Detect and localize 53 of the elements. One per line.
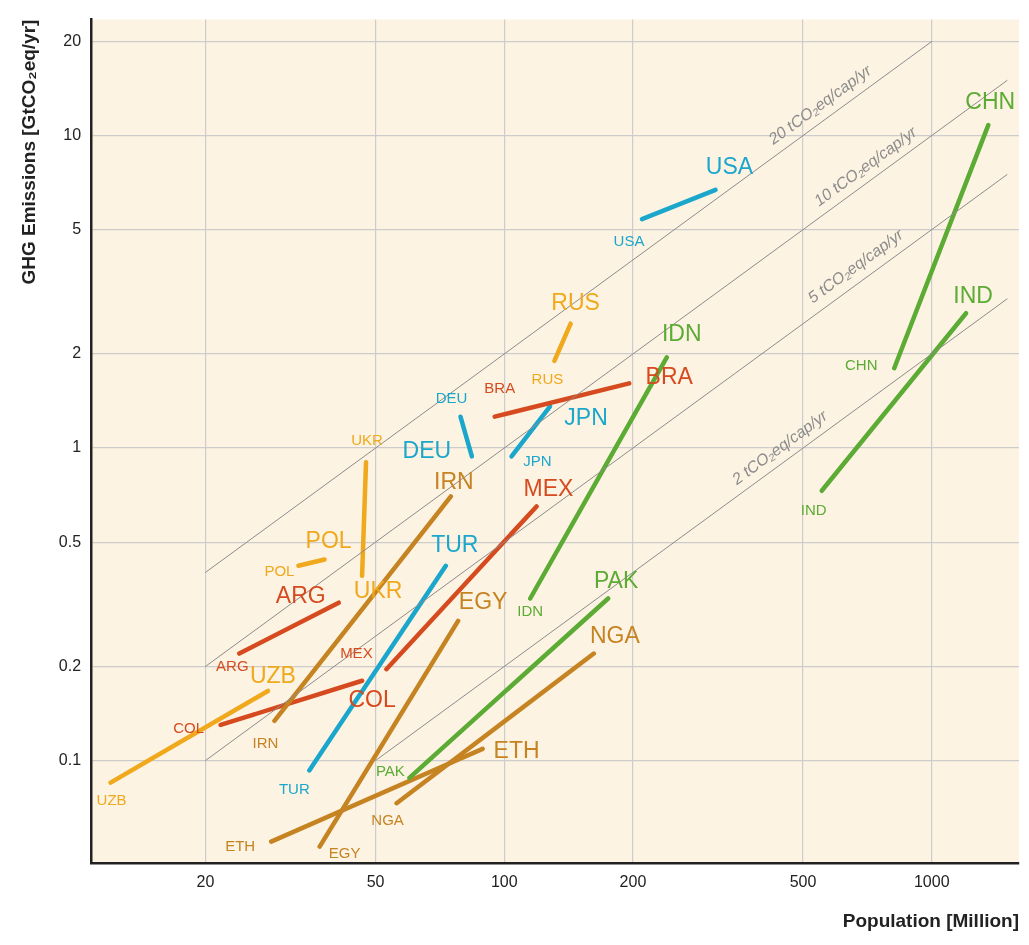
series-label: CHN — [844, 356, 878, 374]
text: PAK — [593, 566, 639, 593]
series-label: USA — [613, 232, 645, 250]
y-tick-label: 0.5 — [58, 532, 82, 550]
x-tick-label: 100 — [490, 873, 518, 891]
series-label: IRN — [252, 733, 279, 751]
series-label: JPN — [523, 451, 552, 469]
series-label: NGA — [589, 621, 641, 648]
text: EGY — [458, 588, 508, 615]
series-label: UZB — [249, 662, 296, 689]
series-label: DEU — [435, 388, 468, 406]
y-tick-label: 1 — [72, 438, 82, 456]
x-tick-label: 200 — [619, 873, 647, 891]
text: RUS — [551, 289, 600, 316]
series-label: POL — [264, 561, 295, 579]
y-tick-label: 20 — [63, 31, 82, 49]
y-axis-title: GHG Emissions [GtCO₂eq/yr] — [17, 19, 39, 285]
text: TUR — [431, 531, 479, 558]
text: POL — [305, 526, 352, 553]
text: IRN — [434, 467, 474, 494]
series-label: EGY — [328, 843, 361, 861]
y-tick-label: 0.1 — [58, 750, 82, 768]
x-axis-title: Population [Million] — [842, 909, 1019, 931]
text: DEU — [402, 436, 452, 463]
text: UZB — [96, 790, 127, 808]
text: USA — [705, 153, 754, 180]
series-label: ETH — [493, 737, 540, 764]
x-tick-label: 20 — [196, 873, 215, 891]
series-label: IND — [800, 500, 827, 518]
text: ARG — [216, 656, 249, 674]
y-tick-label: 5 — [72, 220, 82, 238]
series-label: IDN — [517, 601, 544, 619]
y-tick-label: 2 — [72, 344, 82, 362]
text: CHN — [965, 88, 1016, 115]
text: ETH — [225, 836, 256, 854]
x-tick-label: 500 — [789, 873, 817, 891]
series-label: BRA — [484, 378, 516, 396]
series-label: MEX — [523, 474, 574, 501]
y-tick-label: 0.2 — [58, 656, 82, 674]
text: COL — [173, 719, 205, 737]
text: IND — [953, 281, 993, 308]
text: UKR — [351, 431, 383, 449]
text: JPN — [564, 403, 608, 430]
series-label: ARG — [275, 582, 326, 609]
text: NGA — [371, 811, 404, 829]
x-tick-label: 1000 — [913, 873, 950, 891]
series-label: TUR — [278, 779, 310, 797]
y-tick-label: 10 — [63, 125, 82, 143]
series-label: RUS — [531, 370, 564, 388]
text: IDN — [661, 319, 702, 346]
series-label: PAK — [375, 762, 405, 780]
text: MEX — [340, 644, 373, 662]
x-tick-label: 50 — [366, 873, 385, 891]
